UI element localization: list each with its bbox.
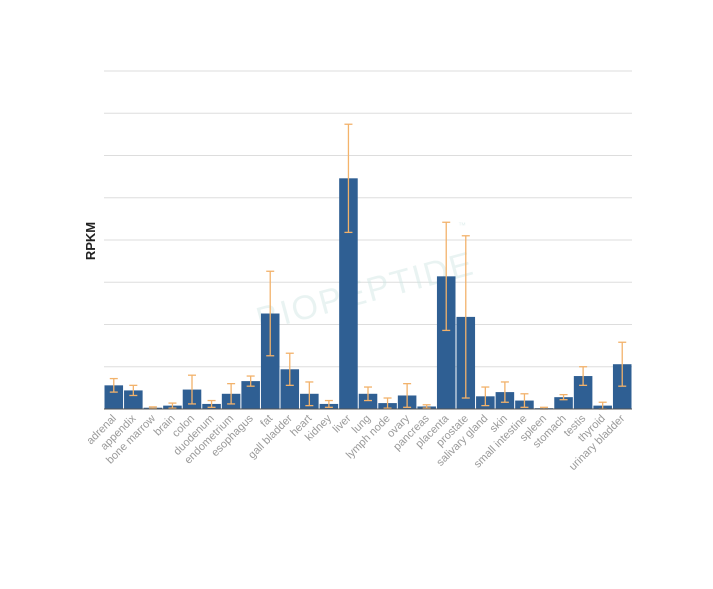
error-bar-skin bbox=[500, 381, 509, 403]
watermark-trademark: ™ bbox=[458, 221, 466, 230]
error-bar-esophagus bbox=[246, 375, 255, 387]
error-bar-stomach bbox=[559, 393, 568, 401]
error-bar-brain bbox=[168, 402, 177, 409]
error-bar-colon bbox=[188, 374, 196, 405]
bar-gall-bladder bbox=[280, 369, 300, 409]
x-tick-label: liver bbox=[331, 412, 354, 435]
error-bar-placenta bbox=[442, 221, 451, 332]
bar-stomach bbox=[554, 397, 573, 409]
y-axis-label: RPKM bbox=[83, 222, 98, 260]
bar-appendix bbox=[124, 390, 143, 409]
error-bar-fat bbox=[266, 270, 275, 357]
error-bar-lymph-node bbox=[383, 397, 392, 409]
error-bar-adrenal bbox=[109, 377, 118, 393]
error-bar-salivary-gland bbox=[481, 386, 490, 407]
error-bar-kidney bbox=[324, 399, 333, 408]
error-bar-endometrium bbox=[227, 382, 236, 405]
bars bbox=[104, 178, 632, 409]
bar-adrenal bbox=[104, 385, 124, 409]
gridlines bbox=[104, 70, 632, 368]
bar-testis bbox=[573, 376, 593, 409]
bar-liver bbox=[339, 178, 358, 409]
error-bar-prostate bbox=[461, 235, 470, 399]
bar-fat bbox=[260, 313, 280, 409]
error-bar-gall-bladder bbox=[285, 352, 294, 386]
error-bar-liver bbox=[344, 123, 353, 234]
error-bar-small-intestine bbox=[520, 393, 529, 408]
bar-esophagus bbox=[241, 381, 260, 409]
error-bar-lung bbox=[364, 386, 372, 402]
error-bars bbox=[109, 123, 627, 410]
error-bar-pancreas bbox=[422, 404, 431, 409]
error-bar-ovary bbox=[403, 382, 412, 408]
error-bar-duodenum bbox=[207, 399, 216, 408]
error-bar-urinary-bladder bbox=[618, 341, 627, 387]
bar-placenta bbox=[436, 276, 456, 409]
error-bar-heart bbox=[305, 381, 314, 407]
bar-lung bbox=[358, 393, 378, 409]
error-bar-testis bbox=[579, 366, 588, 386]
error-bar-appendix bbox=[129, 384, 138, 397]
